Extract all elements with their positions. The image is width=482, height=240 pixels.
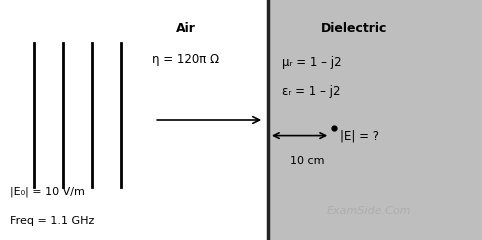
Text: |E₀| = 10 V/m: |E₀| = 10 V/m bbox=[10, 187, 84, 197]
Text: Dielectric: Dielectric bbox=[321, 22, 388, 35]
Text: Freq = 1.1 GHz: Freq = 1.1 GHz bbox=[10, 216, 94, 226]
Text: Air: Air bbox=[175, 22, 196, 35]
Text: |E| = ?: |E| = ? bbox=[340, 129, 379, 142]
Bar bbox=[268, 0, 482, 240]
Text: εᵣ = 1 – j2: εᵣ = 1 – j2 bbox=[282, 85, 340, 98]
Text: η = 120π Ω: η = 120π Ω bbox=[152, 54, 219, 66]
Text: 10 cm: 10 cm bbox=[290, 156, 325, 166]
Text: μᵣ = 1 – j2: μᵣ = 1 – j2 bbox=[282, 56, 342, 69]
Text: ExamSide.Com: ExamSide.Com bbox=[326, 206, 411, 216]
